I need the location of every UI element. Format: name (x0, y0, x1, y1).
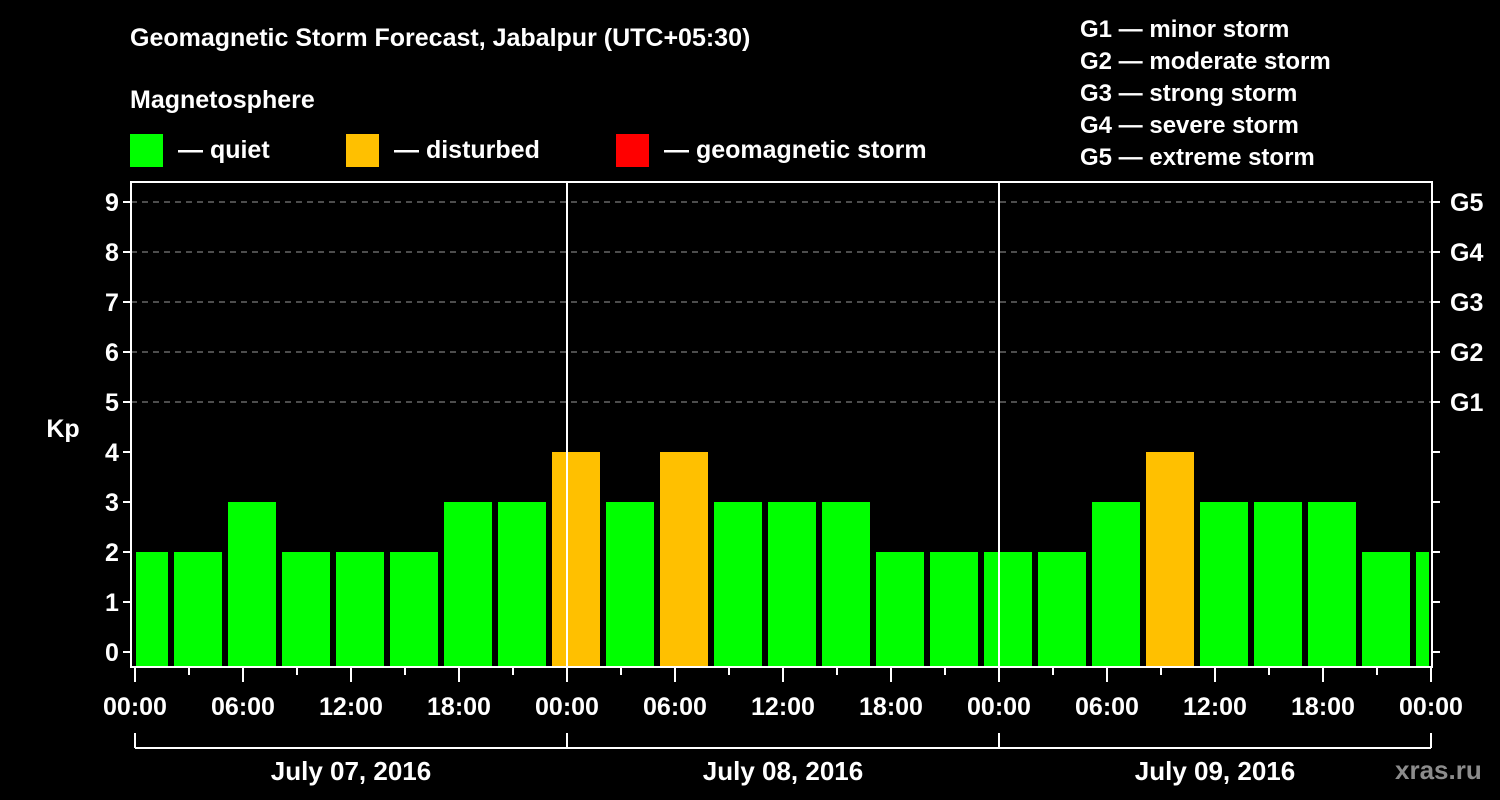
x-tick-label: 00:00 (103, 693, 167, 721)
kp-bar (336, 552, 384, 667)
y-tick-label: 0 (105, 639, 119, 667)
kp-bar (768, 502, 816, 667)
kp-bar (174, 552, 222, 667)
kp-bar (1092, 502, 1140, 667)
y-tick-label: 5 (105, 389, 119, 417)
g5-desc: G5 — extreme storm (1080, 144, 1315, 171)
g-scale-label: G1 (1450, 389, 1483, 417)
kp-bar (552, 452, 600, 667)
legend-disturbed: — disturbed (346, 134, 540, 167)
x-tick-label: 06:00 (211, 693, 275, 721)
kp-bar (714, 502, 762, 667)
kp-bar (1308, 502, 1356, 667)
g4-desc: G4 — severe storm (1080, 112, 1299, 139)
x-tick-label: 12:00 (751, 693, 815, 721)
day-label: July 09, 2016 (1135, 756, 1295, 786)
kp-bar (1362, 552, 1410, 667)
x-tick-label: 18:00 (1291, 693, 1355, 721)
g-scale-label: G3 (1450, 289, 1483, 317)
x-tick-label: 12:00 (319, 693, 383, 721)
y-tick-label: 8 (105, 239, 119, 267)
kp-bar (1254, 502, 1302, 667)
chart-title: Geomagnetic Storm Forecast, Jabalpur (UT… (130, 24, 751, 52)
day-label: July 07, 2016 (271, 756, 431, 786)
kp-bar (660, 452, 708, 667)
kp-bar (390, 552, 438, 667)
x-tick-label: 00:00 (535, 693, 599, 721)
y-tick-label: 1 (105, 589, 119, 617)
x-tick-label: 00:00 (967, 693, 1031, 721)
legend-quiet: — quiet (130, 134, 270, 167)
legend-disturbed-label: — disturbed (394, 136, 540, 164)
storm-scale-list: G1 — minor storm G2 — moderate storm G3 … (1080, 14, 1331, 174)
legend-quiet-label: — quiet (178, 136, 270, 164)
kp-bar (930, 552, 978, 667)
y-tick-label: 2 (105, 539, 119, 567)
legend-storm: — geomagnetic storm (616, 134, 927, 167)
watermark: xras.ru (1395, 755, 1482, 785)
kp-bar (282, 552, 330, 667)
kp-bar (1146, 452, 1194, 667)
kp-bar (606, 502, 654, 667)
kp-bar (822, 502, 870, 667)
kp-bar (1416, 552, 1429, 667)
g2-desc: G2 — moderate storm (1080, 48, 1331, 75)
y-tick-label: 3 (105, 489, 119, 517)
day-label: July 08, 2016 (703, 756, 863, 786)
g-scale-label: G5 (1450, 189, 1483, 217)
kp-bar (984, 552, 1032, 667)
legend-storm-label: — geomagnetic storm (664, 136, 927, 164)
g-scale-label: G4 (1450, 239, 1483, 267)
kp-bar (876, 552, 924, 667)
y-tick-label: 4 (105, 439, 119, 467)
kp-bar (228, 502, 276, 667)
quiet-swatch (130, 134, 163, 167)
storm-swatch (616, 134, 649, 167)
disturbed-swatch (346, 134, 379, 167)
x-tick-label: 18:00 (427, 693, 491, 721)
g1-desc: G1 — minor storm (1080, 16, 1290, 43)
y-tick-label: 9 (105, 189, 119, 217)
x-tick-label: 06:00 (1075, 693, 1139, 721)
kp-bar (1038, 552, 1086, 667)
plot-frame (130, 181, 1433, 668)
kp-bar (498, 502, 546, 667)
kp-bar (444, 502, 492, 667)
y-tick-label: 6 (105, 339, 119, 367)
kp-bar (1200, 502, 1248, 667)
x-tick-label: 00:00 (1399, 693, 1463, 721)
kp-bar (136, 552, 168, 667)
magnetosphere-label: Magnetosphere (130, 86, 315, 114)
y-axis-label: Kp (46, 415, 79, 443)
g3-desc: G3 — strong storm (1080, 80, 1298, 107)
y-tick-label: 7 (105, 289, 119, 317)
x-tick-label: 18:00 (859, 693, 923, 721)
g-scale-label: G2 (1450, 339, 1483, 367)
x-tick-label: 12:00 (1183, 693, 1247, 721)
x-tick-label: 06:00 (643, 693, 707, 721)
